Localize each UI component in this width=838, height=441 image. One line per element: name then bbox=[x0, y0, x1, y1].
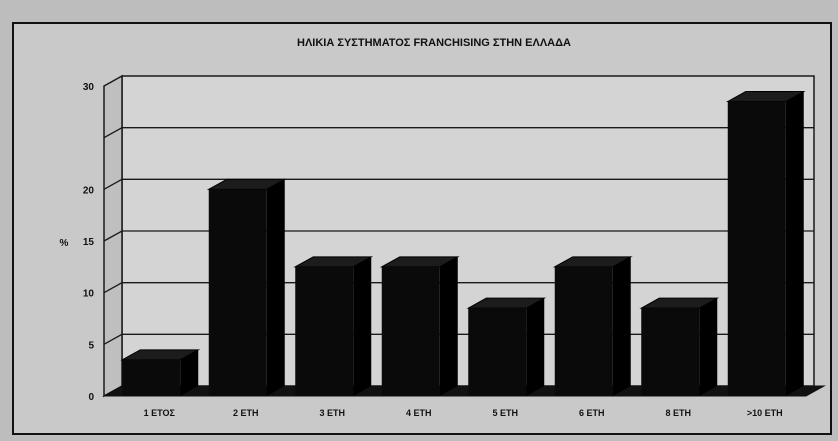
y-tick-label: 0 bbox=[88, 392, 94, 403]
bar-chart: ΗΛΙΚΙΑ ΣΥΣΤΗΜΑΤΟΣ FRANCHISING ΣΤΗΝ ΕΛΛΑΔ… bbox=[60, 37, 826, 418]
bar-top bbox=[379, 256, 460, 268]
bar-side bbox=[699, 298, 718, 396]
bar bbox=[381, 266, 440, 396]
x-tick-label: 5 ΕΤΗ bbox=[492, 408, 518, 418]
x-tick-label: 4 ΕΤΗ bbox=[406, 408, 432, 418]
gridline bbox=[103, 178, 814, 190]
y-axis-label: % bbox=[60, 238, 69, 249]
gridline bbox=[103, 230, 814, 242]
bar-side bbox=[180, 349, 199, 396]
x-tick-label: >10 ΕΤΗ bbox=[747, 408, 783, 418]
bar-side bbox=[353, 256, 372, 396]
plot-area: 0 5 10 15 20 30 1 ΕΤΟΣ 2 ΕΤΗ 3 ΕΤΗ 4 ΕΤΗ 5 ΕΤΗ 6 ΕΤ… bbox=[83, 74, 826, 418]
gridline bbox=[103, 127, 814, 139]
bar-side bbox=[439, 256, 458, 396]
bar-top bbox=[293, 256, 374, 268]
bar-side bbox=[785, 91, 804, 396]
bar bbox=[122, 359, 181, 396]
chart-title: ΗΛΙΚΙΑ ΣΥΣΤΗΜΑΤΟΣ FRANCHISING ΣΤΗΝ ΕΛΛΑΔ… bbox=[297, 37, 571, 49]
bar bbox=[468, 308, 527, 396]
bar bbox=[208, 189, 267, 396]
x-tick-label: 6 ΕΤΗ bbox=[579, 408, 605, 418]
x-tick-label: 1 ΕΤΟΣ bbox=[144, 408, 176, 418]
x-tick-label: 3 ΕΤΗ bbox=[319, 408, 345, 418]
x-tick-label: 2 ΕΤΗ bbox=[233, 408, 259, 418]
y-tick-label: 30 bbox=[83, 82, 95, 93]
x-tick-label: 8 ΕΤΗ bbox=[665, 408, 691, 418]
y-tick-label: 15 bbox=[83, 237, 95, 248]
bar-side bbox=[266, 179, 285, 396]
bar-side bbox=[526, 298, 545, 396]
bar-side bbox=[612, 256, 631, 396]
bar bbox=[641, 308, 700, 396]
y-tick-label: 20 bbox=[83, 185, 95, 196]
y-tick-label: 5 bbox=[88, 340, 94, 351]
chart-frame: ΗΛΙΚΙΑ ΣΥΣΤΗΜΑΤΟΣ FRANCHISING ΣΤΗΝ ΕΛΛΑΔ… bbox=[12, 22, 832, 435]
y-tick-label: 10 bbox=[83, 289, 95, 300]
bar bbox=[295, 266, 354, 396]
bar bbox=[554, 266, 613, 396]
bar-top bbox=[552, 256, 633, 268]
bar bbox=[727, 101, 786, 396]
